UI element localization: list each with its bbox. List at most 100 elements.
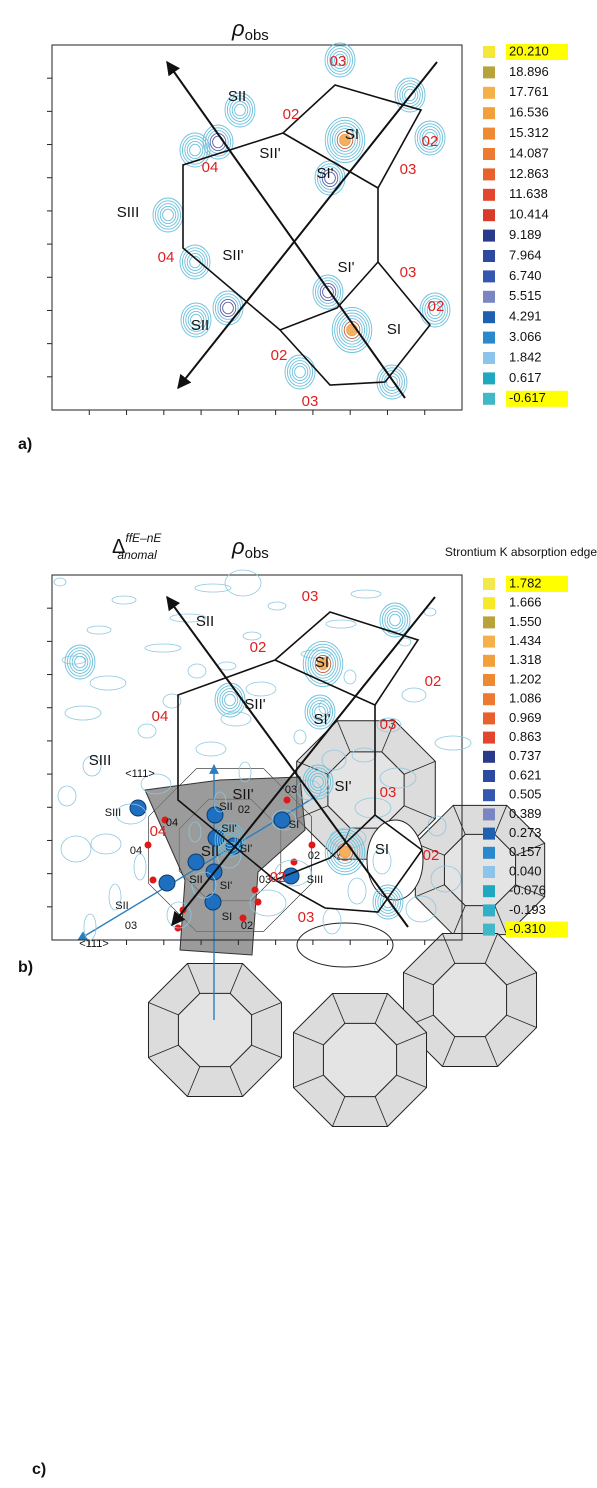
contour	[185, 308, 207, 332]
panel-letter: c)	[32, 1461, 46, 1478]
site-label: SIII	[89, 752, 112, 769]
site-label: SI	[345, 126, 359, 143]
noise-contour	[245, 681, 277, 697]
contour	[322, 285, 334, 299]
contour	[302, 640, 344, 688]
color-swatch	[483, 66, 495, 79]
colorbar-label: 1.202	[509, 671, 542, 686]
color-swatch	[483, 331, 495, 344]
contour	[329, 48, 351, 72]
colorbar-label: 0.863	[509, 729, 542, 744]
colorbar-label: -0.310	[509, 921, 546, 936]
site-label: 04	[130, 845, 142, 857]
contour	[202, 124, 234, 160]
contour	[327, 119, 363, 161]
site-label: SI	[222, 911, 232, 923]
oxygen-site	[283, 796, 291, 804]
noise-contour	[82, 755, 102, 777]
noise-contour	[321, 749, 347, 771]
site-label: 03	[400, 161, 417, 178]
contour	[424, 131, 436, 145]
site-label: 04	[150, 823, 167, 840]
noise-contour	[187, 663, 207, 679]
contour	[319, 282, 337, 302]
site-label: SIII	[307, 874, 324, 886]
contour	[66, 647, 94, 677]
noise-contour	[133, 853, 147, 881]
contour	[309, 649, 337, 679]
color-swatch	[483, 635, 495, 648]
colorbar-label: 16.536	[509, 105, 549, 120]
contour	[424, 298, 446, 322]
oxygen-site	[239, 914, 247, 922]
colorbar-label: -0.617	[509, 390, 546, 405]
colorbar-label: 6.740	[509, 268, 542, 283]
colorbar-label: 0.617	[509, 370, 542, 385]
contour	[377, 890, 399, 914]
noise-contour	[166, 901, 192, 929]
cage-edge	[415, 884, 445, 898]
noise-contour	[217, 661, 237, 671]
color-swatch	[483, 654, 495, 667]
contour	[324, 42, 356, 78]
cage-drawing	[77, 720, 546, 1128]
contour	[414, 120, 446, 156]
contour	[187, 310, 205, 330]
site-label: SI	[375, 841, 389, 858]
cage-face	[322, 1022, 398, 1098]
oxygen-site	[149, 876, 157, 884]
contour	[222, 301, 234, 315]
site-label: SII'	[222, 247, 243, 264]
cage-edge	[187, 963, 201, 994]
contour	[341, 318, 363, 342]
cage-edge	[396, 1032, 427, 1046]
site-label: 02	[238, 804, 250, 816]
contour	[339, 845, 351, 859]
noise-contour	[83, 913, 97, 941]
colorbar-label: -0.076	[509, 883, 546, 898]
noise-contour	[188, 821, 202, 843]
contour	[154, 200, 182, 230]
contour	[286, 357, 314, 387]
site-label: SI'	[337, 259, 354, 276]
color-swatch	[483, 674, 495, 686]
panel-title: ρobs	[231, 534, 269, 562]
cage-edge	[229, 1066, 243, 1097]
contour	[343, 320, 361, 340]
contour	[64, 644, 96, 680]
panel-letter: a)	[18, 436, 32, 453]
site-label: SI	[315, 654, 329, 671]
colorbar-label: 15.312	[509, 125, 549, 140]
cage-face	[177, 992, 253, 1068]
title-symbol: ρ	[231, 534, 245, 559]
contour	[71, 652, 89, 672]
contour	[224, 833, 236, 847]
cage-edge	[452, 805, 466, 835]
cage-face	[432, 962, 508, 1038]
site-label: SI'	[313, 711, 330, 728]
cage-edge	[506, 972, 537, 986]
site-label: SI'	[334, 778, 351, 795]
site-label: SI'	[316, 165, 333, 182]
contour	[331, 125, 359, 155]
contour	[396, 80, 424, 110]
color-swatch	[483, 372, 495, 385]
site-label: 02	[241, 920, 253, 932]
contour	[319, 166, 341, 190]
contour	[338, 315, 366, 345]
site-label: 03	[380, 784, 397, 801]
cage-face	[443, 833, 517, 907]
contour	[314, 654, 332, 674]
cage-edge	[251, 1044, 282, 1058]
noise-contour	[89, 675, 127, 691]
cage-edge	[332, 993, 346, 1024]
contour	[382, 895, 394, 909]
contour	[181, 247, 209, 277]
site-label: SIII	[117, 204, 140, 221]
colorbar-label: 4.291	[509, 309, 542, 324]
contour	[186, 252, 204, 272]
site-label: 03	[302, 393, 319, 410]
site-label: SII	[201, 843, 219, 860]
colorbar-label: 3.066	[509, 329, 542, 344]
